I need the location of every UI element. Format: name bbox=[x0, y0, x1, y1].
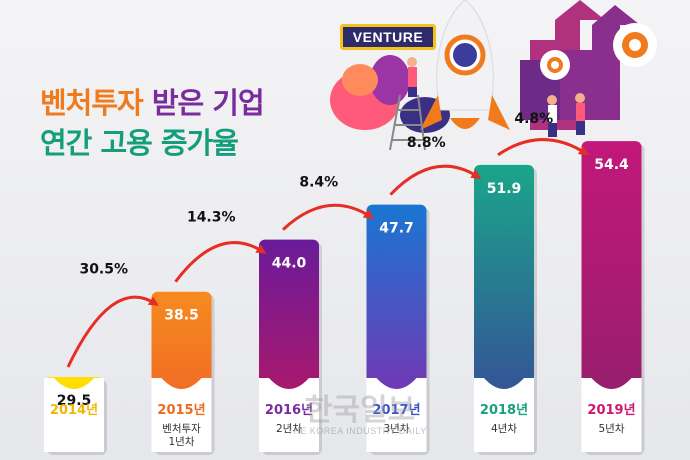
title-received-companies: 받은 기업 bbox=[151, 86, 265, 120]
rocket-flame bbox=[450, 118, 480, 129]
growth-label: 8.4% bbox=[299, 175, 338, 191]
title-line-2: 연간 고용 증가율 bbox=[40, 126, 239, 160]
rocket-fin bbox=[420, 95, 442, 130]
gear-icon bbox=[613, 23, 657, 67]
growth-arrow bbox=[174, 241, 267, 283]
bar-2018년 bbox=[474, 164, 534, 452]
bar-label-panel bbox=[474, 378, 534, 452]
category-label: 2014년 bbox=[50, 403, 98, 418]
value-label: 51.9 bbox=[487, 181, 522, 197]
person-illustration bbox=[575, 93, 585, 135]
category-label: 2018년 bbox=[480, 403, 528, 418]
year-sublabel: 5년차 bbox=[598, 423, 624, 435]
growth-label: 30.5% bbox=[79, 262, 128, 278]
year-sublabel: 2년차 bbox=[276, 423, 302, 435]
growth-arrow bbox=[66, 295, 159, 368]
bar-label-panel bbox=[259, 378, 319, 452]
ladder bbox=[389, 94, 401, 151]
rocket-window-glass bbox=[453, 43, 477, 67]
growth-label: 8.8% bbox=[407, 135, 446, 151]
value-label: 38.5 bbox=[164, 308, 199, 324]
person-illustration bbox=[407, 57, 417, 97]
leaf-decoration bbox=[342, 64, 378, 96]
bar-label-panel bbox=[366, 378, 427, 452]
leaf-decoration bbox=[370, 55, 410, 105]
rocket-illustration bbox=[330, 0, 657, 151]
growth-arrow bbox=[389, 164, 482, 196]
category-label: 2015년 bbox=[157, 403, 205, 418]
title-line-1: 벤처투자 받은 기업 bbox=[40, 80, 265, 122]
title-venture-investment: 벤처투자 bbox=[40, 86, 144, 120]
venture-sign: VENTURE bbox=[340, 24, 436, 50]
value-label: 47.7 bbox=[379, 221, 414, 237]
person-illustration bbox=[547, 95, 557, 137]
category-label: 2016년 bbox=[265, 403, 313, 418]
value-label: 44.0 bbox=[272, 256, 307, 272]
rocket-fin bbox=[488, 95, 510, 130]
year-sublabel: 4년차 bbox=[491, 423, 517, 435]
growth-label: 14.3% bbox=[187, 210, 236, 226]
bar-label-panel bbox=[44, 378, 104, 452]
category-label: 2017년 bbox=[372, 403, 420, 418]
growth-arrow bbox=[281, 203, 374, 231]
bar-2019년 bbox=[581, 141, 642, 452]
value-label: 54.4 bbox=[594, 157, 629, 173]
category-label: 2019년 bbox=[587, 403, 635, 418]
growth-arrow bbox=[497, 138, 589, 157]
year-sublabel: 1년차 bbox=[168, 436, 194, 448]
growth-label: 4.8% bbox=[514, 111, 553, 127]
gear-icon bbox=[540, 50, 570, 80]
value-label: 29.5 bbox=[57, 393, 92, 409]
bar-label-panel bbox=[151, 378, 212, 452]
bar-label-panel bbox=[581, 378, 642, 452]
year-sublabel: 3년차 bbox=[383, 423, 409, 435]
year-sublabel: 벤처투자 bbox=[162, 423, 201, 435]
